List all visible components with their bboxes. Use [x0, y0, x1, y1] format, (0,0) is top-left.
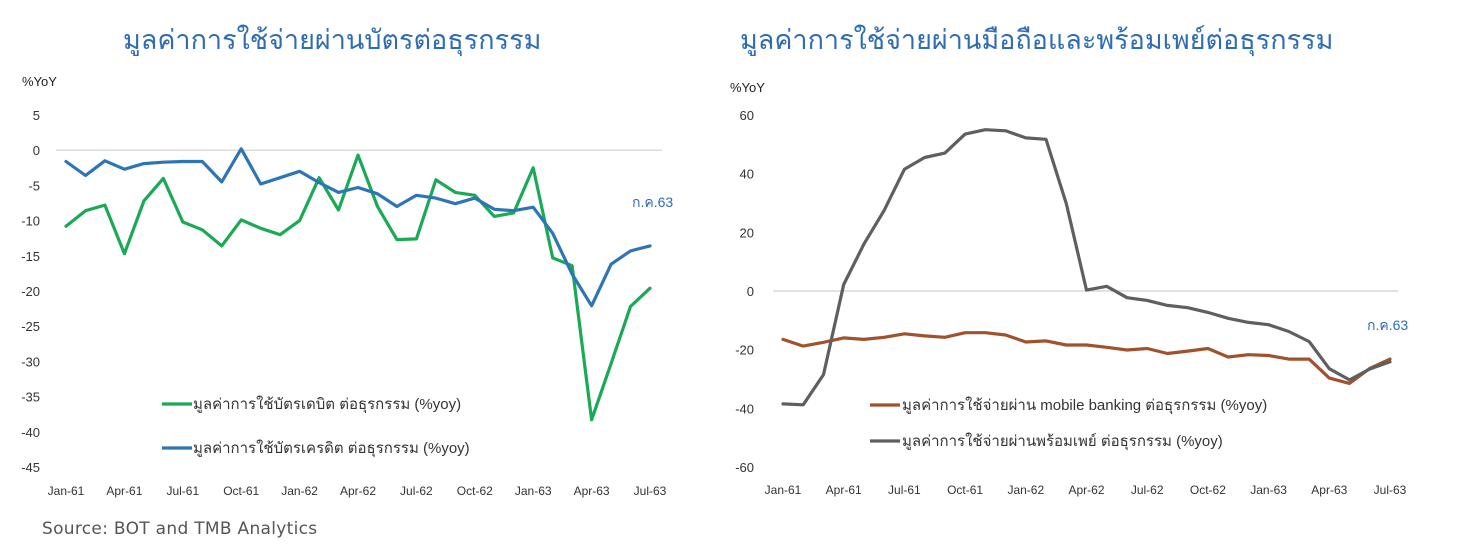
series-line-1	[781, 331, 1392, 385]
y-tick-label: -20	[21, 284, 40, 299]
series-line-2	[64, 147, 652, 308]
right-y-axis-label: %YoY	[730, 80, 765, 95]
y-tick-label: -40	[735, 401, 754, 416]
legend-label-1: มูลค่าการใช้บัตรเดบิต ต่อธุรกรรม (%yoy)	[193, 395, 461, 414]
x-tick-label: Jan-61	[765, 483, 802, 497]
source-note: Source: BOT and TMB Analytics	[42, 519, 318, 539]
y-tick-label: 0	[33, 143, 40, 158]
y-tick-label: -40	[21, 425, 40, 440]
x-tick-label: Jan-62	[1007, 483, 1044, 497]
x-tick-label: Jul-63	[634, 484, 667, 498]
y-tick-label: -15	[21, 249, 40, 264]
y-tick-label: 60	[740, 108, 754, 123]
left-y-axis-label: %YoY	[22, 74, 57, 89]
y-tick-label: -10	[21, 214, 40, 229]
x-tick-label: Jan-61	[48, 484, 85, 498]
x-tick-label: Jan-62	[281, 484, 318, 498]
x-tick-label: Apr-61	[106, 484, 142, 498]
y-tick-label: -60	[735, 460, 754, 475]
x-tick-label: Oct-61	[947, 483, 983, 497]
y-tick-label: 20	[740, 225, 754, 240]
x-tick-label: Apr-62	[340, 484, 376, 498]
series-line-2	[781, 128, 1392, 407]
x-tick-label: Oct-61	[223, 484, 259, 498]
x-tick-label: Jan-63	[515, 484, 552, 498]
x-tick-label: Jul-62	[1131, 483, 1164, 497]
x-tick-label: Oct-62	[457, 484, 493, 498]
x-tick-label: Jul-61	[166, 484, 199, 498]
legend-label-2: มูลค่าการใช้บัตรเครดิต ต่อธุรกรรม (%yoy)	[193, 439, 470, 458]
x-tick-label: Jul-62	[400, 484, 433, 498]
x-tick-label: Jul-61	[888, 483, 921, 497]
x-tick-label: Apr-63	[1311, 483, 1347, 497]
y-tick-label: -35	[21, 390, 40, 405]
series-line-1	[64, 153, 652, 422]
x-tick-label: Oct-62	[1190, 483, 1226, 497]
right-chart-title: มูลค่าการใช้จ่ายผ่านมือถือและพร้อมเพย์ต่…	[740, 25, 1334, 56]
x-tick-label: Apr-63	[574, 484, 610, 498]
x-tick-label: Apr-61	[826, 483, 862, 497]
x-tick-label: Jul-63	[1374, 483, 1407, 497]
y-tick-label: -45	[21, 460, 40, 475]
y-tick-label: 5	[33, 108, 40, 123]
y-tick-label: -20	[735, 343, 754, 358]
x-tick-label: Apr-62	[1068, 483, 1104, 497]
y-tick-label: 40	[740, 167, 754, 182]
y-tick-label: -30	[21, 354, 40, 369]
annotation-label: ก.ค.63	[632, 194, 673, 210]
y-tick-label: -5	[28, 178, 40, 193]
x-tick-label: Jan-63	[1250, 483, 1287, 497]
y-tick-label: 0	[747, 284, 754, 299]
annotation-label: ก.ค.63	[1367, 317, 1408, 333]
y-tick-label: -25	[21, 319, 40, 334]
left-chart-title: มูลค่าการใช้จ่ายผ่านบัตรต่อธุรกรรม	[123, 25, 542, 56]
legend-label-2: มูลค่าการใช้จ่ายผ่านพร้อมเพย์ ต่อธุรกรรม…	[902, 432, 1223, 451]
legend-label-1: มูลค่าการใช้จ่ายผ่าน mobile banking ต่อธ…	[902, 396, 1267, 415]
